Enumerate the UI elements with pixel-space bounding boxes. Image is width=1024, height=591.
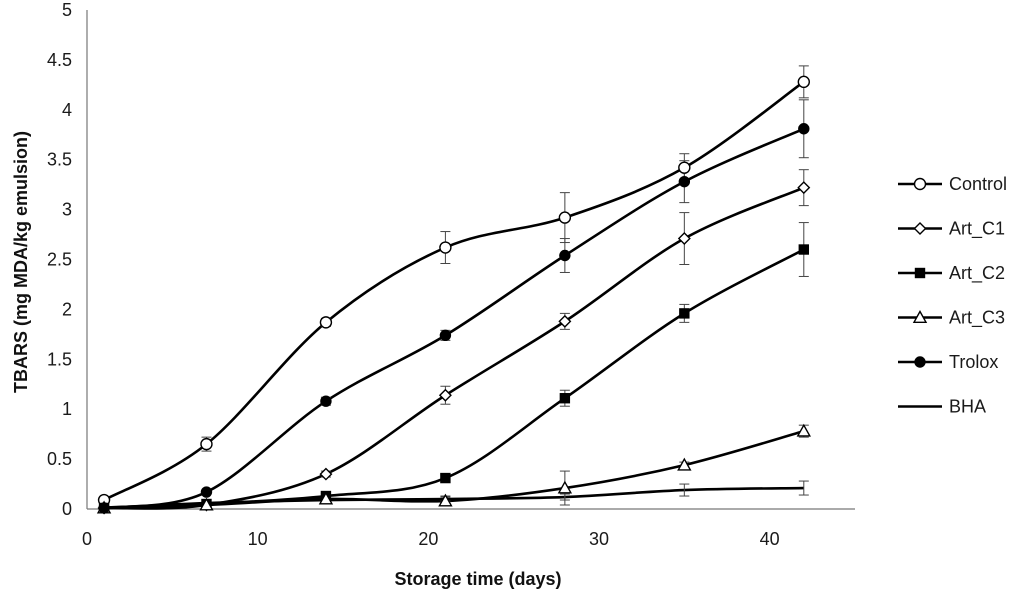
legend: Control Art_C1 Art_C2 Art_C3 Trolox BHA <box>898 174 1007 417</box>
data-point-art_c1 <box>797 181 811 195</box>
data-point-art_c1 <box>677 232 691 246</box>
data-point-art_c3 <box>677 457 692 471</box>
y-axis-title: TBARS (mg MDA/kg emulsion) <box>11 131 31 393</box>
y-tick-label: 4 <box>62 100 72 120</box>
legend-label: Trolox <box>949 352 998 372</box>
data-point-trolox <box>798 123 810 135</box>
data-point-art_c3 <box>199 497 214 511</box>
legend-label: Art_C2 <box>949 263 1005 284</box>
y-tick-label: 1 <box>62 399 72 419</box>
data-point-art_c2 <box>798 244 809 255</box>
data-point-art_c3 <box>438 493 453 507</box>
data-point-control <box>200 437 213 451</box>
legend-marker <box>914 356 926 368</box>
data-point-trolox <box>98 502 110 514</box>
data-point-art_c1 <box>438 388 452 402</box>
data-point-control <box>678 161 691 174</box>
legend-item: Art_C1 <box>898 219 1005 240</box>
data-point-art_c3 <box>796 423 811 437</box>
x-tick-label: 0 <box>82 529 92 549</box>
data-point-art_c3 <box>318 491 334 505</box>
data-point-control <box>797 75 810 89</box>
axes <box>86 10 855 510</box>
legend-label: Control <box>949 174 1007 194</box>
y-tick-label: 1.5 <box>47 349 72 369</box>
legend-label: Art_C3 <box>949 308 1005 329</box>
x-tick-label: 10 <box>248 529 268 549</box>
x-tick-labels: 0 10 20 30 40 <box>82 529 780 549</box>
legend-item: Trolox <box>898 352 998 372</box>
y-tick-label: 2.5 <box>47 250 72 270</box>
data-point-control <box>319 316 333 329</box>
data-point-art_c3 <box>557 480 573 494</box>
data-point-trolox <box>678 175 691 188</box>
x-tick-label: 30 <box>589 529 609 549</box>
data-point-trolox <box>439 329 452 342</box>
legend-marker <box>913 177 927 191</box>
x-tick-label: 20 <box>418 529 438 549</box>
data-point-trolox <box>200 486 213 498</box>
data-point-trolox <box>559 249 571 262</box>
data-markers <box>96 75 811 515</box>
data-point-art_c1 <box>319 467 333 481</box>
legend-item: Art_C2 <box>898 263 1005 284</box>
data-point-control <box>439 241 452 254</box>
y-tick-label: 3.5 <box>47 150 72 170</box>
y-tick-label: 5 <box>62 0 72 20</box>
legend-marker <box>913 222 927 235</box>
legend-item: BHA <box>898 397 986 417</box>
y-tick-label: 4.5 <box>47 50 72 70</box>
series-line-art_c2 <box>104 248 805 510</box>
data-point-art_c2 <box>440 472 451 484</box>
data-point-art_c2 <box>559 393 571 404</box>
legend-label: BHA <box>949 397 986 417</box>
legend-item: Control <box>898 174 1007 194</box>
data-point-control <box>558 211 572 224</box>
data-point-art_c1 <box>558 314 572 328</box>
legend-marker <box>912 310 928 323</box>
data-point-trolox <box>320 395 332 407</box>
y-tick-label: 2 <box>62 299 72 319</box>
y-tick-labels: 0 0.5 1 1.5 2 2.5 3 3.5 4 4.5 5 <box>47 0 72 519</box>
legend-item: Art_C3 <box>898 308 1005 329</box>
y-tick-label: 0.5 <box>47 449 72 469</box>
legend-label: Art_C1 <box>949 219 1005 240</box>
y-tick-label: 3 <box>62 200 72 220</box>
x-axis-title: Storage time (days) <box>394 569 561 589</box>
y-tick-label: 0 <box>62 499 72 519</box>
x-tick-label: 40 <box>760 529 780 549</box>
data-point-art_c2 <box>679 308 690 319</box>
legend-marker <box>914 267 926 279</box>
